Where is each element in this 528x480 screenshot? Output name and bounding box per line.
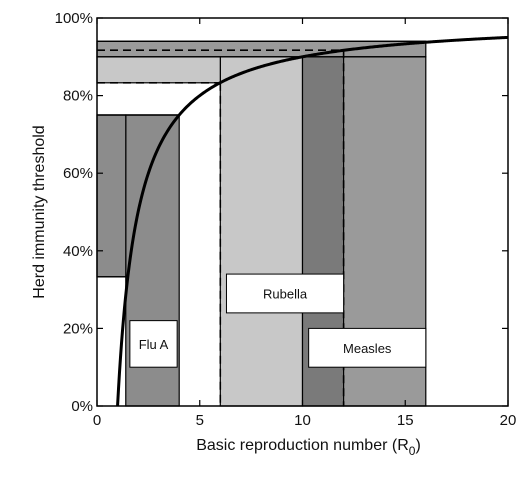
measles-label: Measles <box>343 341 392 356</box>
x-axis-title-main: Basic reproduction number (R <box>196 437 409 454</box>
y-tick-label-5: 100% <box>55 10 93 27</box>
flu-a-label-box <box>129 320 178 368</box>
y-axis-ticks: 0% 20% 40% 60% 80% 100% <box>55 10 508 415</box>
reference-lines <box>97 40 426 406</box>
y-tick-label-0: 0% <box>71 398 93 415</box>
rubella-label-box <box>225 273 345 314</box>
shaded-region-1 <box>96 114 127 278</box>
flu-a-label: Flu A <box>139 337 169 352</box>
x-tick-label-0: 0 <box>93 412 101 429</box>
y-tick-label-4: 80% <box>63 88 93 105</box>
x-tick-label-3: 15 <box>397 412 414 429</box>
x-tick-label-4: 20 <box>500 412 517 429</box>
x-axis-ticks: 0 5 10 15 20 <box>93 18 517 429</box>
y-axis-title: Herd immunity threshold <box>31 125 48 298</box>
measles-label-box <box>308 327 427 368</box>
x-axis-title-subscript: 0 <box>409 444 416 458</box>
rubella-label: Rubella <box>263 286 308 301</box>
shaded-region-5 <box>96 56 221 84</box>
x-axis-title-close: ) <box>415 437 420 454</box>
y-tick-label-1: 20% <box>63 320 93 337</box>
x-axis-title: Basic reproduction number (R0) <box>196 437 421 458</box>
threshold-curve <box>116 35 509 407</box>
x-tick-label-2: 10 <box>294 412 311 429</box>
annotation-labels: Flu A Rubella Measles <box>129 273 427 368</box>
y-tick-label-2: 40% <box>63 243 93 260</box>
threshold-curve-layer <box>116 35 509 407</box>
shaded-region-6 <box>96 40 427 58</box>
y-tick-label-3: 60% <box>63 165 93 182</box>
x-tick-label-1: 5 <box>196 412 204 429</box>
shaded-region-2 <box>219 56 304 407</box>
